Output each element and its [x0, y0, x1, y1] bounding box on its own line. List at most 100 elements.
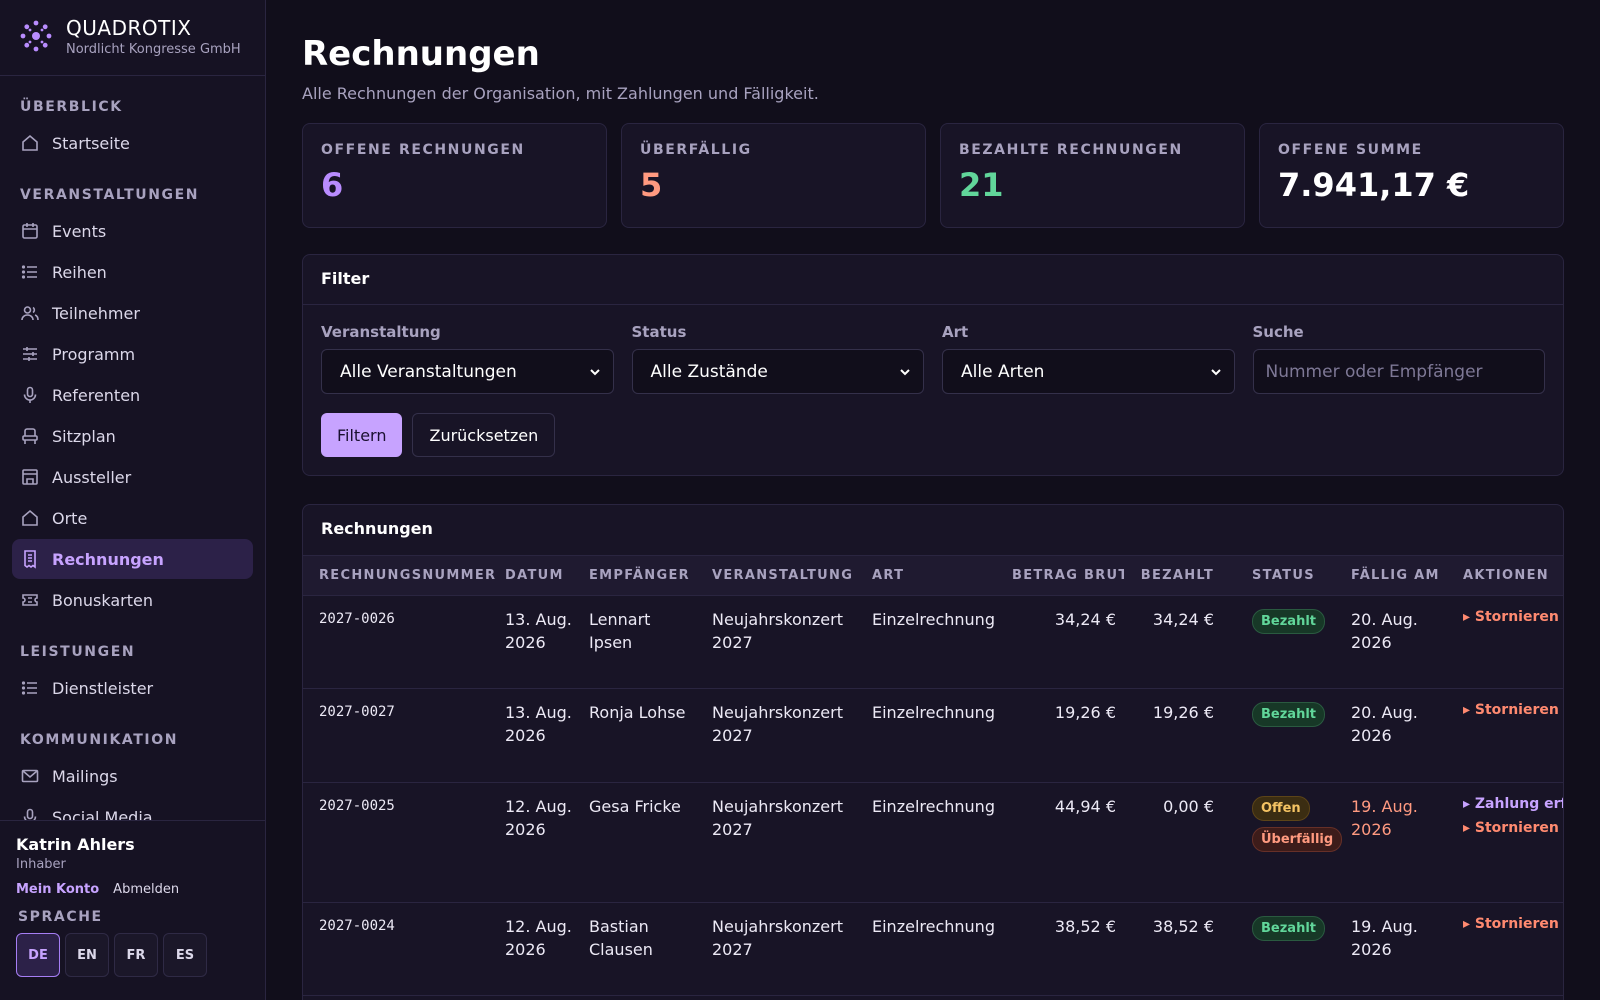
- user-name: Katrin Ahlers: [16, 835, 135, 854]
- column-header[interactable]: BETRAG BRUTTO: [1004, 555, 1124, 596]
- invoice-gross: 44,94 €: [1004, 782, 1124, 903]
- sidebar-item-referenten[interactable]: Referenten: [12, 375, 253, 415]
- invoice-type: Einzelrechnung: [864, 902, 1004, 996]
- column-header[interactable]: BEZAHLT: [1124, 555, 1222, 596]
- chevron-down-icon: [900, 368, 910, 375]
- status-filter-select[interactable]: Alle Zustände: [631, 349, 924, 394]
- invoice-type: Einzelrechnung: [864, 688, 1004, 783]
- sidebar-item-label: Teilnehmer: [52, 303, 140, 323]
- my-account-link[interactable]: Mein Konto: [16, 882, 100, 897]
- invoice-status: Bezahlt: [1222, 688, 1343, 783]
- share-icon: [23, 808, 37, 820]
- event-filter-value: Alle Veranstaltungen: [340, 361, 517, 382]
- cancel-action-link[interactable]: ▸ Stornieren vorbereiten: [1463, 609, 1563, 625]
- column-header[interactable]: STATUS: [1222, 555, 1343, 596]
- table-row[interactable]: 2027-0027 13. Aug. 2026 Ronja Lohse Neuj…: [303, 688, 1563, 783]
- record-payment-link[interactable]: ▸ Zahlung erfassen: [1463, 796, 1563, 812]
- sidebar-item-label: Social Media: [52, 807, 153, 821]
- column-header[interactable]: RECHNUNGSNUMMER: [303, 555, 497, 596]
- stats-row: OFFENE RECHNUNGEN 6 ÜBERFÄLLIG 5 BEZAHLT…: [302, 123, 1564, 228]
- type-filter-select[interactable]: Alle Arten: [942, 349, 1235, 394]
- column-header[interactable]: ART: [864, 555, 1004, 596]
- cancel-action-link[interactable]: ▸ Stornieren vorbereiten: [1463, 916, 1563, 932]
- language-button-en[interactable]: EN: [65, 933, 109, 977]
- list-icon: [21, 265, 37, 279]
- calendar-icon: [22, 223, 38, 239]
- invoice-recipient: Gesa Fricke: [581, 782, 704, 903]
- ticket-icon: [22, 594, 38, 606]
- invoice-date: 13. Aug. 2026: [497, 595, 581, 689]
- status-filter-value: Alle Zustände: [650, 361, 768, 382]
- column-header[interactable]: DATUM: [497, 555, 581, 596]
- table-row[interactable]: 2027-0024 12. Aug. 2026 Bastian Clausen …: [303, 902, 1563, 996]
- invoice-due: 20. Aug. 2026: [1343, 595, 1455, 689]
- table-row[interactable]: 2027-0026 13. Aug. 2026 Lennart Ipsen Ne…: [303, 595, 1563, 689]
- column-header[interactable]: FÄLLIG AM: [1343, 555, 1455, 596]
- language-button-fr[interactable]: FR: [114, 933, 158, 977]
- invoice-number[interactable]: 2027-0027: [303, 688, 497, 783]
- column-header[interactable]: EMPFÄNGER: [581, 555, 704, 596]
- user-panel: Katrin Ahlers Inhaber Mein Konto Abmelde…: [0, 820, 265, 1000]
- column-header[interactable]: AKTIONEN: [1455, 555, 1563, 596]
- status-badge: Offen: [1252, 796, 1310, 821]
- invoice-type: Einzelrechnung: [864, 782, 1004, 903]
- invoice-actions: ▸ Zahlung erfassen ▸ Stornieren vorberei…: [1455, 782, 1563, 903]
- stat-label: ÜBERFÄLLIG: [640, 142, 752, 158]
- page-subtitle: Alle Rechnungen der Organisation, mit Za…: [302, 84, 819, 103]
- stat-label: BEZAHLTE RECHNUNGEN: [959, 142, 1183, 158]
- brand-org: Nordlicht Kongresse GmbH: [66, 42, 241, 57]
- logo-icon: [20, 20, 52, 52]
- sidebar-item-rechnungen[interactable]: Rechnungen: [12, 539, 253, 579]
- filter-panel-title: Filter: [303, 255, 1563, 305]
- status-badge: Bezahlt: [1252, 609, 1325, 634]
- sidebar-item-label: Mailings: [52, 766, 118, 786]
- brand[interactable]: QUADROTIX Nordlicht Kongresse GmbH: [0, 0, 265, 76]
- invoice-actions: ▸ Stornieren vorbereiten: [1455, 902, 1563, 996]
- invoice-number[interactable]: 2027-0026: [303, 595, 497, 689]
- invoice-date: 12. Aug. 2026: [497, 782, 581, 903]
- invoice-recipient: Bastian Clausen: [581, 902, 704, 996]
- event-filter-label: Veranstaltung: [321, 323, 441, 341]
- invoice-number[interactable]: 2027-0025: [303, 782, 497, 903]
- invoice-number[interactable]: 2027-0024: [303, 902, 497, 996]
- sidebar-item-events[interactable]: Events: [12, 211, 253, 251]
- cancel-action-link[interactable]: ▸ Stornieren vorbereiten: [1463, 820, 1563, 836]
- language-button-es[interactable]: ES: [163, 933, 207, 977]
- event-filter-select[interactable]: Alle Veranstaltungen: [321, 349, 614, 394]
- sidebar-item-dienstleister[interactable]: Dienstleister: [12, 668, 253, 708]
- invoice-due: 19. Aug. 2026: [1343, 902, 1455, 996]
- sidebar-item-social-media[interactable]: Social Media: [12, 797, 253, 820]
- sidebar-item-orte[interactable]: Orte: [12, 498, 253, 538]
- sidebar-item-programm[interactable]: Programm: [12, 334, 253, 374]
- stat-value: 7.941,17 €: [1278, 166, 1470, 204]
- overdue-badge: Überfällig: [1252, 827, 1343, 852]
- invoice-actions: ▸ Stornieren vorbereiten: [1455, 688, 1563, 783]
- invoice-paid: 38,52 €: [1124, 902, 1222, 996]
- cancel-action-link[interactable]: ▸ Stornieren vorbereiten: [1463, 702, 1563, 718]
- nav-section-title: LEISTUNGEN: [20, 644, 136, 660]
- invoice-paid: 34,24 €: [1124, 595, 1222, 689]
- sliders-icon: [23, 347, 37, 361]
- sidebar-item-startseite[interactable]: Startseite: [12, 123, 253, 163]
- language-button-de[interactable]: DE: [16, 933, 60, 977]
- sidebar-item-teilnehmer[interactable]: Teilnehmer: [12, 293, 253, 333]
- sidebar-item-bonuskarten[interactable]: Bonuskarten: [12, 580, 253, 620]
- main-content: Rechnungen Alle Rechnungen der Organisat…: [302, 0, 1564, 1000]
- nav-section-title: ÜBERBLICK: [20, 99, 123, 115]
- column-header[interactable]: VERANSTALTUNG: [704, 555, 864, 596]
- stat-value: 6: [321, 166, 344, 204]
- mail-icon: [21, 769, 39, 783]
- table-row[interactable]: 2027-0025 12. Aug. 2026 Gesa Fricke Neuj…: [303, 782, 1563, 903]
- sidebar-item-mailings[interactable]: Mailings: [12, 756, 253, 796]
- sidebar-item-sitzplan[interactable]: Sitzplan: [12, 416, 253, 456]
- logout-link[interactable]: Abmelden: [113, 882, 180, 897]
- type-filter-value: Alle Arten: [961, 361, 1045, 382]
- sidebar: QUADROTIX Nordlicht Kongresse GmbH ÜBERB…: [0, 0, 266, 1000]
- sidebar-item-reihen[interactable]: Reihen: [12, 252, 253, 292]
- sidebar-item-aussteller[interactable]: Aussteller: [12, 457, 253, 497]
- reset-button[interactable]: Zurücksetzen: [412, 413, 556, 457]
- search-input[interactable]: [1252, 349, 1545, 394]
- filter-button[interactable]: Filtern: [321, 413, 403, 457]
- invoice-event: Neujahrskonzert 2027: [704, 688, 864, 783]
- invoice-status: Bezahlt: [1222, 595, 1343, 689]
